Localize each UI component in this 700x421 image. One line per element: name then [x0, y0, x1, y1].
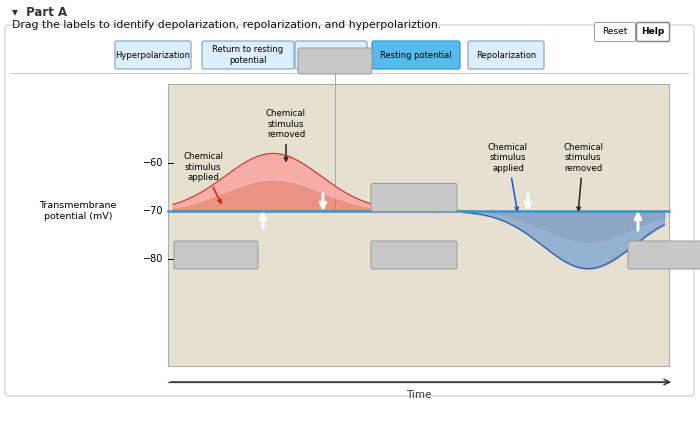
- FancyBboxPatch shape: [295, 41, 367, 69]
- FancyBboxPatch shape: [202, 41, 294, 69]
- Text: Reset: Reset: [602, 27, 628, 37]
- Text: Hyperpolarization: Hyperpolarization: [116, 51, 190, 59]
- Text: Transmembrane
potential (mV): Transmembrane potential (mV): [39, 201, 117, 221]
- Text: ▾  Part A: ▾ Part A: [12, 6, 67, 19]
- FancyBboxPatch shape: [371, 184, 457, 211]
- FancyBboxPatch shape: [371, 241, 457, 269]
- Text: Chemical
stimulus
applied: Chemical stimulus applied: [488, 143, 528, 210]
- Text: Chemical
stimulus
applied: Chemical stimulus applied: [183, 152, 223, 203]
- FancyBboxPatch shape: [174, 241, 258, 269]
- FancyBboxPatch shape: [628, 241, 700, 269]
- Bar: [168, 84, 669, 366]
- Text: Depolarization: Depolarization: [300, 51, 362, 59]
- Text: Return to resting
potential: Return to resting potential: [212, 45, 284, 65]
- Text: Repolarization: Repolarization: [476, 51, 536, 59]
- FancyBboxPatch shape: [298, 48, 372, 74]
- Text: Help: Help: [641, 27, 664, 37]
- Text: Time: Time: [406, 390, 431, 400]
- FancyBboxPatch shape: [468, 41, 544, 69]
- FancyBboxPatch shape: [372, 41, 460, 69]
- Text: Chemical
stimulus
removed: Chemical stimulus removed: [266, 109, 306, 161]
- Text: −80: −80: [143, 254, 163, 264]
- FancyBboxPatch shape: [636, 22, 669, 42]
- FancyBboxPatch shape: [115, 41, 191, 69]
- Text: −70: −70: [143, 206, 163, 216]
- FancyBboxPatch shape: [5, 25, 694, 396]
- Text: Chemical
stimulus
removed: Chemical stimulus removed: [563, 143, 603, 210]
- Text: Drag the labels to identify depolarization, repolarization, and hyperpolariztion: Drag the labels to identify depolarizati…: [12, 20, 441, 30]
- FancyBboxPatch shape: [594, 22, 636, 42]
- Text: Resting potential: Resting potential: [380, 51, 452, 59]
- Text: −60: −60: [143, 158, 163, 168]
